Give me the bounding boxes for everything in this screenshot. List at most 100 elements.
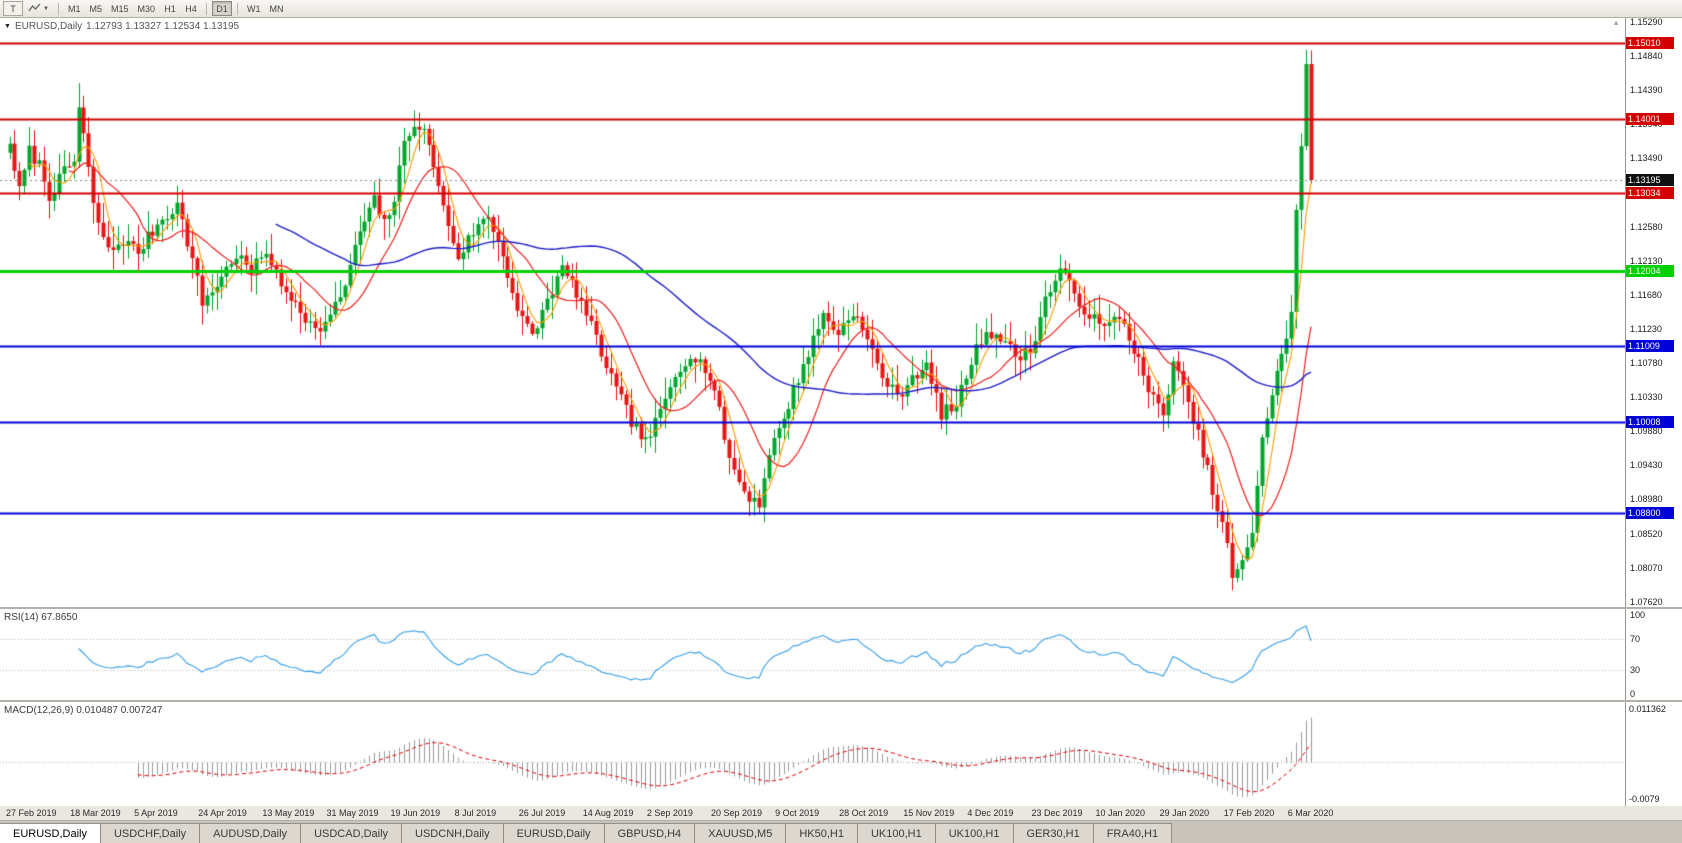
level-price-tag: 1.11009 — [1626, 339, 1674, 352]
macd-indicator-canvas[interactable] — [0, 702, 1625, 806]
timeframe-button-m1[interactable]: M1 — [64, 1, 85, 16]
chart-symbol-label: EURUSD,Daily — [14, 21, 83, 32]
top-toolbar: T ▼ M1 M5 M15 M30 H1 H4 D1 W1 MN — [0, 0, 1682, 18]
date-label: 5 Apr 2019 — [134, 808, 178, 818]
scroll-end-marker-icon[interactable]: ▲ — [1612, 18, 1620, 27]
price-tick: 1.09430 — [1630, 460, 1663, 471]
chart-tab[interactable]: GBPUSD,H4 — [603, 823, 696, 843]
date-label: 2 Sep 2019 — [646, 808, 693, 818]
macd-min-label: -0.0079 — [1629, 794, 1660, 804]
toolbar-separator — [206, 2, 208, 15]
price-tick: 1.15290 — [1630, 18, 1663, 27]
date-label: 4 Dec 2019 — [967, 808, 1014, 818]
date-label: 26 Jul 2019 — [518, 808, 566, 818]
chart-tab[interactable]: AUDUSD,Daily — [199, 823, 302, 843]
date-label: 13 May 2019 — [262, 808, 315, 818]
level-price-tag: 1.15010 — [1626, 36, 1674, 49]
price-tick: 1.11230 — [1630, 324, 1662, 335]
chart-tab[interactable]: XAUUSD,M5 — [694, 823, 787, 843]
date-label: 9 Oct 2019 — [775, 808, 820, 818]
rsi-tick: 30 — [1630, 665, 1641, 676]
date-label: 23 Dec 2019 — [1031, 808, 1083, 818]
timeframe-button-h1[interactable]: H1 — [160, 1, 180, 16]
date-label: 14 Aug 2019 — [582, 808, 634, 818]
main-chart-panel[interactable]: ▼ EURUSD,Daily 1.12793 1.13327 1.12534 1… — [0, 18, 1682, 607]
macd-axis[interactable]: 0.011362 -0.0079 — [1625, 702, 1682, 806]
chart-tab[interactable]: GER30,H1 — [1012, 823, 1094, 843]
price-tick: 1.10780 — [1630, 358, 1663, 369]
price-tick: 1.13490 — [1630, 153, 1663, 164]
timeframe-button-mn[interactable]: MN — [266, 1, 288, 16]
chart-tab[interactable]: EURUSD,Daily — [502, 823, 605, 843]
timeframe-button-h4[interactable]: H4 — [181, 1, 201, 16]
chart-tab[interactable]: UK100,H1 — [856, 823, 936, 843]
level-price-tag: 1.10008 — [1626, 415, 1674, 428]
rsi-panel[interactable]: RSI(14) 67.8650 100 70 30 0 — [0, 609, 1682, 700]
rsi-axis[interactable]: 100 70 30 0 — [1625, 609, 1682, 700]
price-axis[interactable]: 1.152901.148401.143901.139401.134901.130… — [1625, 18, 1682, 607]
price-tick: 1.14390 — [1630, 84, 1663, 95]
chart-title: ▼ EURUSD,Daily 1.12793 1.13327 1.12534 1… — [4, 21, 239, 32]
template-tool-button[interactable]: T — [3, 1, 23, 16]
price-tick: 1.10330 — [1630, 392, 1663, 403]
chart-tab[interactable]: FRA40,H1 — [1092, 823, 1173, 843]
timeframe-button-d1[interactable]: D1 — [212, 1, 233, 16]
macd-label: MACD(12,26,9) 0.010487 0.007247 — [4, 705, 163, 716]
panel-divider[interactable] — [0, 700, 1682, 702]
chart-tab[interactable]: EURUSD,Daily — [0, 823, 101, 843]
timeframe-button-m5[interactable]: M5 — [85, 1, 106, 16]
toolbar-separator — [237, 2, 239, 15]
timeframe-button-m15[interactable]: M15 — [107, 1, 133, 16]
chart-tabbar: EURUSD,Daily USDCHF,Daily AUDUSD,Daily USDC… — [0, 821, 1682, 843]
chart-tab[interactable]: USDCAD,Daily — [300, 823, 403, 843]
timeframe-button-w1[interactable]: W1 — [243, 1, 265, 16]
date-label: 6 Mar 2020 — [1287, 808, 1334, 818]
dropdown-caret-icon: ▼ — [43, 5, 49, 12]
level-price-tag: 1.12004 — [1626, 264, 1674, 277]
rsi-tick: 70 — [1630, 633, 1641, 644]
date-label: 28 Oct 2019 — [839, 808, 889, 818]
date-label: 15 Nov 2019 — [903, 808, 955, 818]
date-label: 8 Jul 2019 — [454, 808, 497, 818]
chart-tab[interactable]: HK50,H1 — [785, 823, 858, 843]
price-tick: 1.12580 — [1630, 221, 1663, 232]
zigzag-icon — [28, 3, 41, 15]
rsi-label: RSI(14) 67.8650 — [4, 612, 78, 623]
price-tick: 1.09880 — [1630, 426, 1663, 437]
date-axis[interactable]: 27 Feb 2019 18 Mar 2019 5 Apr 2019 24 Apr 2… — [0, 806, 1682, 821]
rsi-tick: 100 — [1630, 610, 1646, 620]
date-label: 20 Sep 2019 — [710, 808, 763, 818]
price-tick: 1.11680 — [1630, 290, 1662, 301]
collapse-triangle-icon[interactable]: ▼ — [4, 23, 11, 30]
date-label: 29 Jan 2020 — [1159, 808, 1210, 818]
chart-tab[interactable]: USDCHF,Daily — [99, 823, 201, 843]
line-studies-button[interactable]: ▼ — [24, 1, 53, 16]
price-tick: 1.08070 — [1630, 563, 1663, 574]
price-tick: 1.07620 — [1630, 597, 1663, 607]
price-chart-canvas[interactable] — [0, 18, 1625, 607]
timeframe-button-m30[interactable]: M30 — [134, 1, 160, 16]
panel-divider[interactable] — [0, 607, 1682, 609]
current-price-tag: 1.13195 — [1626, 174, 1674, 187]
chart-tab[interactable]: UK100,H1 — [934, 823, 1014, 843]
date-label: 19 Jun 2019 — [390, 808, 441, 818]
timeframe-group: M1 M5 M15 M30 H1 H4 D1 W1 MN — [64, 1, 288, 16]
date-label: 27 Feb 2019 — [6, 808, 57, 818]
toolbar-separator — [57, 2, 59, 15]
chart-ohlc-label: 1.12793 1.13327 1.12534 1.13195 — [86, 21, 240, 32]
level-price-tag: 1.13034 — [1626, 186, 1674, 199]
macd-max-label: 0.011362 — [1629, 704, 1666, 714]
price-tick: 1.12130 — [1630, 256, 1663, 267]
macd-panel[interactable]: MACD(12,26,9) 0.010487 0.007247 0.011362… — [0, 702, 1682, 806]
rsi-tick: 0 — [1630, 689, 1636, 699]
price-tick: 1.14840 — [1630, 50, 1663, 61]
price-tick: 1.08520 — [1630, 529, 1663, 540]
date-label: 24 Apr 2019 — [198, 808, 247, 818]
rsi-indicator-canvas[interactable] — [0, 609, 1625, 700]
price-tick: 1.08980 — [1630, 494, 1663, 505]
chart-tab[interactable]: USDCNH,Daily — [401, 823, 504, 843]
date-label: 18 Mar 2019 — [70, 808, 121, 818]
date-label: 31 May 2019 — [326, 808, 379, 818]
level-price-tag: 1.08800 — [1626, 507, 1674, 520]
